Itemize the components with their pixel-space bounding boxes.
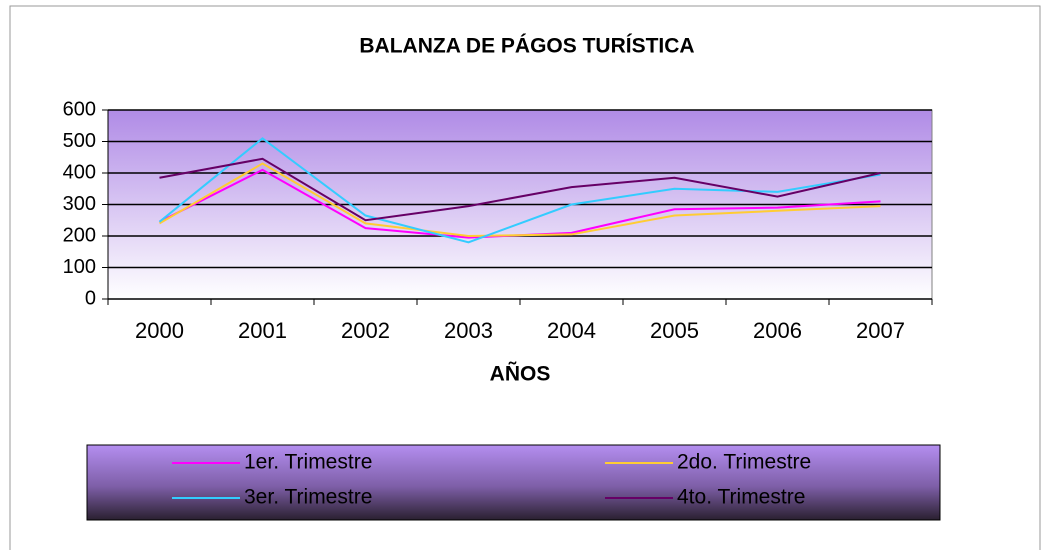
y-tick-label: 0	[85, 287, 96, 309]
series-line	[159, 157, 881, 222]
legend-label: 3er. Trimestre	[244, 486, 372, 509]
x-tick-label: 2003	[444, 318, 493, 343]
y-tick-label: 200	[63, 224, 96, 246]
y-tick-label: 100	[63, 256, 96, 278]
legend-label: 1er. Trimestre	[244, 451, 372, 474]
y-tick-label: 300	[63, 193, 96, 215]
x-tick-label: 2002	[341, 318, 390, 343]
x-tick-label: 2007	[856, 318, 905, 343]
frame	[9, 5, 1041, 555]
x-tick-label: 2001	[238, 318, 287, 343]
y-tick-label: 500	[63, 130, 96, 152]
series-line	[158, 137, 881, 244]
x-tick-label: 2006	[753, 318, 802, 343]
y-tick-label: 600	[63, 98, 96, 120]
chart-title: BALANZA DE PÁGOS TURÍSTICA	[359, 35, 694, 58]
x-tick-label: 2000	[135, 318, 184, 343]
legend-label: 4to. Trimestre	[677, 486, 805, 509]
x-tick-label: 2004	[547, 318, 596, 343]
x-axis-title: AÑOS	[490, 363, 551, 386]
legend	[86, 444, 941, 521]
x-tick-label: 2005	[650, 318, 699, 343]
legend-label: 2do. Trimestre	[677, 451, 811, 474]
y-tick-label: 400	[63, 161, 96, 183]
series-line	[158, 162, 881, 238]
